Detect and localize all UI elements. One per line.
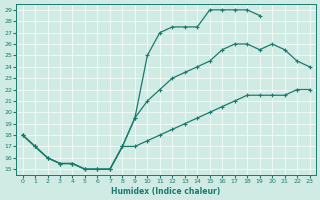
X-axis label: Humidex (Indice chaleur): Humidex (Indice chaleur) [111,187,221,196]
